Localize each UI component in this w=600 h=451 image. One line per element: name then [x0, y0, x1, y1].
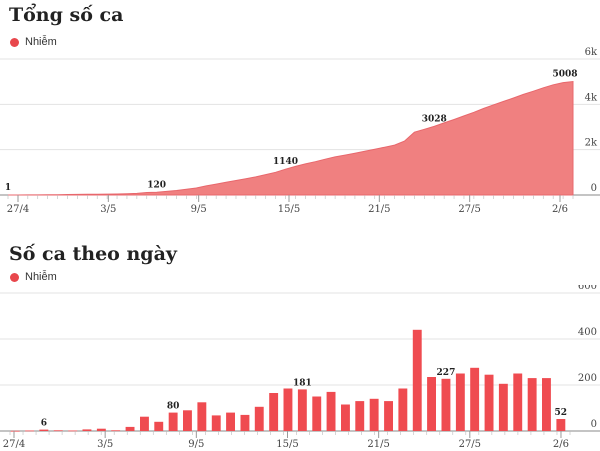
y-tick-label: 6k	[585, 47, 598, 58]
data-annotation: 52	[555, 408, 568, 418]
daily-bar	[542, 378, 551, 431]
x-tick-label: 27/5	[459, 439, 481, 450]
daily-bar	[125, 426, 135, 431]
daily-bar	[513, 373, 523, 431]
daily-bar	[183, 410, 192, 431]
daily-bar	[211, 415, 221, 431]
daily-bar	[355, 401, 365, 431]
daily-bar	[254, 406, 264, 431]
daily-bar	[168, 412, 178, 431]
daily-bar	[398, 388, 408, 431]
daily-bar	[226, 412, 235, 431]
daily-bar	[96, 428, 106, 431]
daily-bar	[269, 393, 279, 431]
daily-bar	[326, 391, 336, 431]
daily-bar	[427, 377, 436, 431]
daily-bar	[498, 383, 508, 431]
daily-bar	[25, 430, 34, 432]
daily-legend-label: Nhiễm	[25, 271, 57, 283]
data-annotation: 1140	[273, 157, 298, 167]
total-chart-title: Tổng số ca	[9, 4, 124, 26]
y-tick-label: 400	[578, 327, 597, 338]
daily-bar	[384, 401, 393, 431]
data-annotation: 5008	[552, 69, 577, 79]
daily-bar	[369, 398, 379, 431]
data-annotation: 1	[5, 183, 11, 193]
daily-bar	[240, 414, 250, 431]
data-annotation: 80	[167, 402, 180, 412]
daily-chart-title: Số ca theo ngày	[9, 243, 177, 265]
daily-bar	[556, 419, 566, 431]
daily-bar	[111, 430, 121, 432]
x-tick-label: 9/5	[191, 204, 207, 215]
x-tick-label: 2/6	[553, 439, 569, 450]
daily-bar	[470, 367, 480, 432]
daily-bar	[441, 378, 451, 431]
daily-bar	[154, 421, 164, 431]
y-tick-label: 200	[578, 373, 597, 384]
daily-legend: Nhiễm	[10, 271, 57, 283]
daily-bar	[312, 396, 322, 431]
daily-bar	[341, 404, 350, 431]
x-tick-label: 2/6	[552, 204, 568, 215]
daily-bar	[527, 378, 537, 431]
daily-bar	[68, 430, 78, 432]
data-annotation: 120	[147, 180, 166, 190]
x-tick-label: 9/5	[188, 439, 204, 450]
data-annotation: 181	[293, 378, 312, 388]
data-annotation: 6	[41, 419, 47, 429]
daily-bar	[297, 389, 307, 431]
x-tick-label: 21/5	[367, 439, 389, 450]
daily-bar	[10, 430, 20, 432]
daily-bar	[412, 329, 422, 431]
y-tick-label: 0	[591, 183, 597, 194]
legend-dot-icon	[10, 272, 19, 282]
total-legend-label: Nhiễm	[25, 36, 57, 48]
data-annotation: 3028	[422, 114, 447, 124]
daily-cases-chart: 0 200 400 600 27/4 3/5 9/5 15/5 21/5 27/5 2/6 6 80 18…	[0, 285, 600, 450]
x-tick-label: 15/5	[276, 439, 298, 450]
y-tick-label: 2k	[585, 138, 598, 149]
daily-bar	[82, 429, 92, 431]
x-tick-label: 27/5	[458, 204, 480, 215]
x-tick-label: 3/5	[100, 204, 116, 215]
y-tick-label: 4k	[585, 92, 598, 103]
x-tick-label: 15/5	[278, 204, 300, 215]
cumulative-area	[8, 80, 574, 196]
daily-bar	[53, 430, 63, 432]
total-cases-chart: 0 2k 4k 6k 27/4 3/5 9/5 15/5 21/5 27/5 2/6 1 120 1140…	[0, 47, 600, 215]
daily-bar	[455, 373, 465, 431]
daily-bar	[484, 374, 494, 431]
x-tick-label: 3/5	[97, 439, 113, 450]
y-tick-label: 600	[578, 285, 597, 292]
daily-bar	[39, 429, 49, 431]
y-tick-label: 0	[591, 419, 597, 430]
x-tick-label: 27/4	[7, 204, 29, 215]
total-legend: Nhiễm	[10, 36, 57, 48]
daily-bar	[140, 416, 149, 431]
legend-dot-icon	[10, 37, 19, 47]
x-tick-label: 21/5	[368, 204, 390, 215]
daily-bar	[197, 402, 207, 432]
data-annotation: 227	[437, 368, 456, 378]
daily-bar	[283, 388, 293, 431]
x-tick-label: 27/4	[3, 439, 25, 450]
